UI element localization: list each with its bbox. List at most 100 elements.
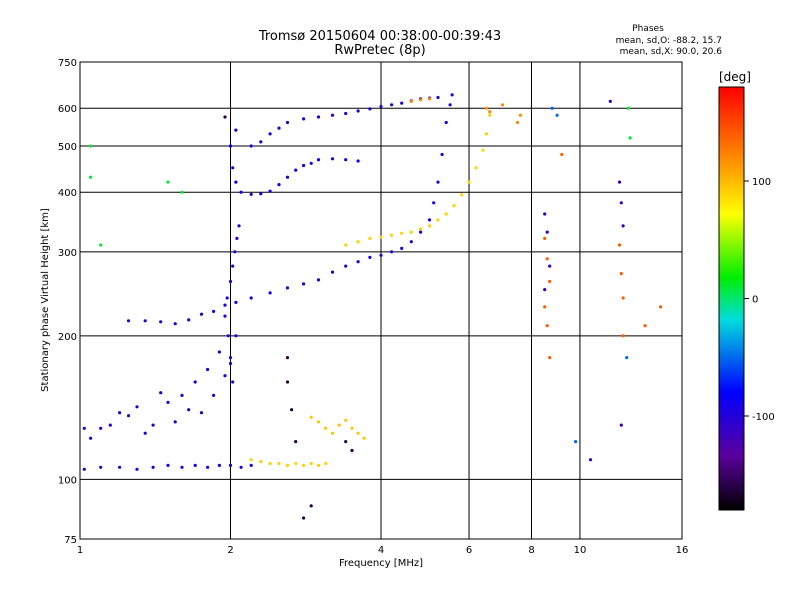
data-point	[488, 110, 492, 114]
data-point	[82, 467, 86, 471]
data-point	[574, 440, 578, 444]
data-point	[419, 230, 423, 234]
data-point	[337, 423, 341, 427]
y-tick-labels: 75 100 200 300 400 500 600 750	[58, 58, 77, 546]
data-point	[143, 319, 147, 323]
data-point	[82, 426, 86, 430]
data-point	[99, 426, 103, 430]
data-point	[231, 380, 235, 384]
data-point	[217, 463, 221, 467]
data-point	[309, 415, 313, 419]
data-point	[560, 152, 564, 157]
data-point	[344, 440, 348, 444]
data-point	[400, 101, 404, 105]
data-point	[212, 309, 216, 313]
data-point	[234, 180, 238, 184]
data-point	[268, 189, 272, 193]
data-point	[89, 436, 93, 440]
data-point	[432, 201, 436, 205]
data-point	[173, 420, 177, 424]
colorbar-tick-label: 100	[752, 177, 771, 188]
y-tick-label: 400	[58, 188, 77, 199]
data-point	[294, 440, 298, 444]
data-point	[268, 291, 272, 295]
data-point	[118, 465, 122, 469]
data-point	[166, 400, 170, 404]
data-point	[390, 233, 394, 237]
data-point	[419, 227, 423, 231]
data-point	[249, 192, 253, 196]
data-point	[379, 235, 383, 239]
data-point	[234, 300, 238, 304]
data-point	[223, 314, 227, 318]
data-point	[180, 190, 184, 194]
data-point	[118, 411, 122, 415]
y-tick-label: 500	[58, 142, 77, 153]
data-point	[285, 380, 290, 384]
data-point	[259, 192, 263, 196]
data-point	[362, 436, 366, 440]
data-point	[316, 278, 321, 282]
data-point	[231, 264, 235, 268]
data-point	[234, 128, 238, 132]
data-point	[545, 230, 549, 234]
data-point	[427, 97, 432, 101]
data-point	[588, 458, 593, 462]
data-point	[135, 467, 139, 471]
data-point	[159, 391, 163, 395]
data-point	[126, 414, 131, 418]
data-point	[226, 334, 230, 338]
data-point	[608, 99, 612, 103]
colorbar	[718, 86, 745, 511]
data-point	[625, 356, 629, 360]
data-point	[427, 224, 432, 228]
data-point	[617, 180, 622, 184]
data-point	[543, 305, 547, 309]
data-point	[444, 120, 448, 125]
data-point	[419, 98, 423, 102]
phases-stats-o: mean, sd,O: -88.2, 15.7	[616, 36, 722, 46]
data-point	[330, 431, 335, 435]
data-point	[285, 463, 290, 467]
chart-subtitle: RwPretec (8p)	[334, 43, 425, 58]
data-point	[249, 458, 253, 462]
data-point	[228, 361, 233, 366]
data-point	[180, 465, 184, 469]
data-point	[199, 312, 204, 316]
data-point	[484, 106, 488, 110]
data-point	[249, 296, 253, 300]
data-point	[488, 113, 492, 117]
grid-lines	[80, 62, 682, 539]
data-point	[143, 431, 147, 435]
data-point	[159, 320, 163, 324]
data-point	[619, 423, 623, 427]
data-point	[309, 161, 313, 165]
data-point	[548, 279, 552, 284]
data-point	[180, 393, 184, 397]
data-point	[628, 136, 632, 140]
data-point	[379, 253, 383, 257]
data-point	[285, 120, 290, 125]
data-point	[249, 463, 253, 467]
data-point	[484, 132, 488, 136]
y-tick-label: 300	[58, 248, 77, 259]
data-point	[89, 144, 93, 148]
data-point	[309, 461, 313, 466]
data-point	[621, 334, 625, 338]
x-tick-label: 6	[466, 545, 472, 556]
data-point	[199, 411, 204, 415]
data-point	[436, 218, 440, 222]
colorbar-tick-label: -100	[752, 412, 775, 423]
data-point	[294, 168, 298, 172]
data-points	[82, 93, 663, 520]
data-point	[234, 334, 238, 338]
data-point	[555, 113, 559, 117]
data-point	[193, 380, 197, 384]
data-point	[151, 465, 155, 469]
data-point	[400, 231, 404, 235]
x-axis-label: Frequency [MHz]	[339, 558, 423, 569]
data-point	[356, 159, 360, 163]
data-point	[233, 250, 237, 254]
data-point	[285, 286, 290, 290]
